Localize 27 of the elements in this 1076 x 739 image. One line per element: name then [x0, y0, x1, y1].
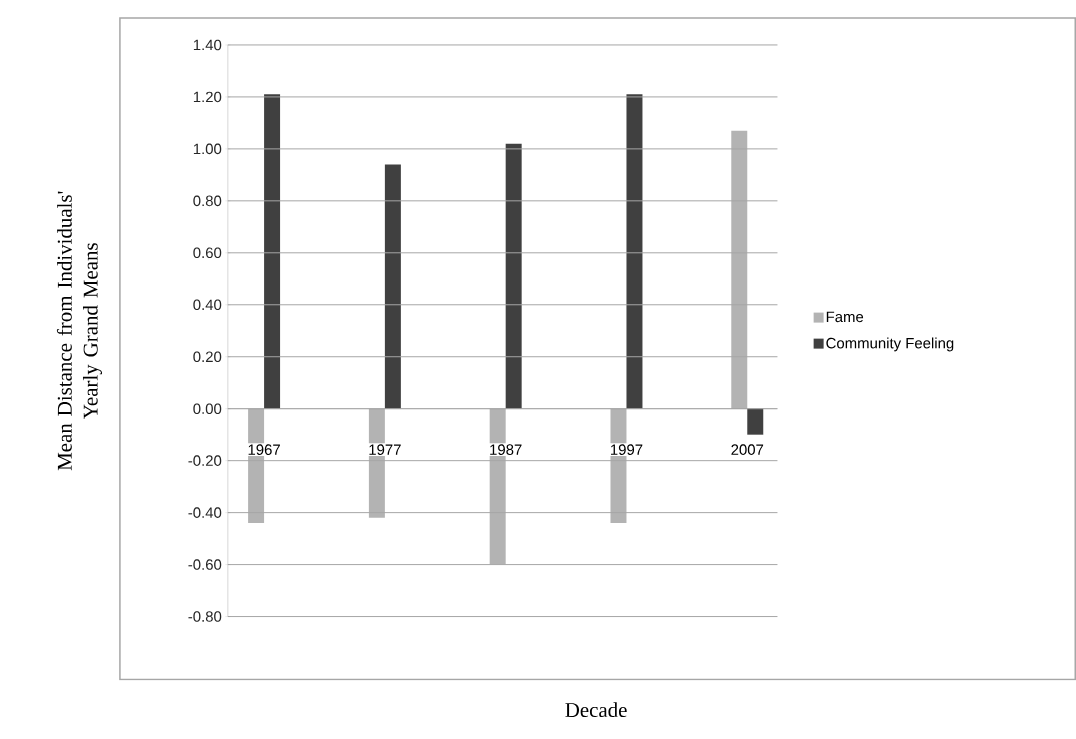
x-tick-label: 1967 [248, 444, 280, 455]
y-tick-label: 0.00 [193, 403, 222, 414]
y-tick-label: 0.40 [193, 299, 222, 310]
legend-label: Fame [826, 311, 864, 322]
y-tick-label: -0.80 [188, 611, 222, 622]
x-tick-label: 1997 [611, 444, 643, 455]
legend-label: Community Feeling [826, 337, 954, 352]
bar [731, 130, 748, 409]
bar [747, 408, 764, 435]
y-tick-label: 1.00 [193, 143, 222, 154]
y-tick-label: 0.20 [193, 351, 222, 362]
bar [626, 94, 643, 409]
x-tick-label: 1987 [490, 444, 522, 455]
y-tick-label: 0.80 [193, 195, 222, 206]
y-tick-label: 0.60 [193, 247, 222, 258]
bar [264, 94, 281, 409]
y-tick-label: -0.60 [188, 559, 222, 570]
y-tick-label: -0.40 [188, 507, 222, 518]
y-tick-label: 1.20 [193, 91, 222, 102]
x-tick-label: 1977 [369, 444, 401, 455]
x-axis-title: Decade [565, 702, 627, 717]
x-tick-label: 2007 [731, 444, 764, 455]
bar [384, 164, 401, 409]
bar [505, 143, 522, 409]
y-tick-label: -0.20 [188, 455, 222, 466]
y-tick-label: 1.40 [193, 39, 222, 50]
y-axis-title: Mean Distance from Individuals' Yearly Grand Means [56, 191, 103, 470]
